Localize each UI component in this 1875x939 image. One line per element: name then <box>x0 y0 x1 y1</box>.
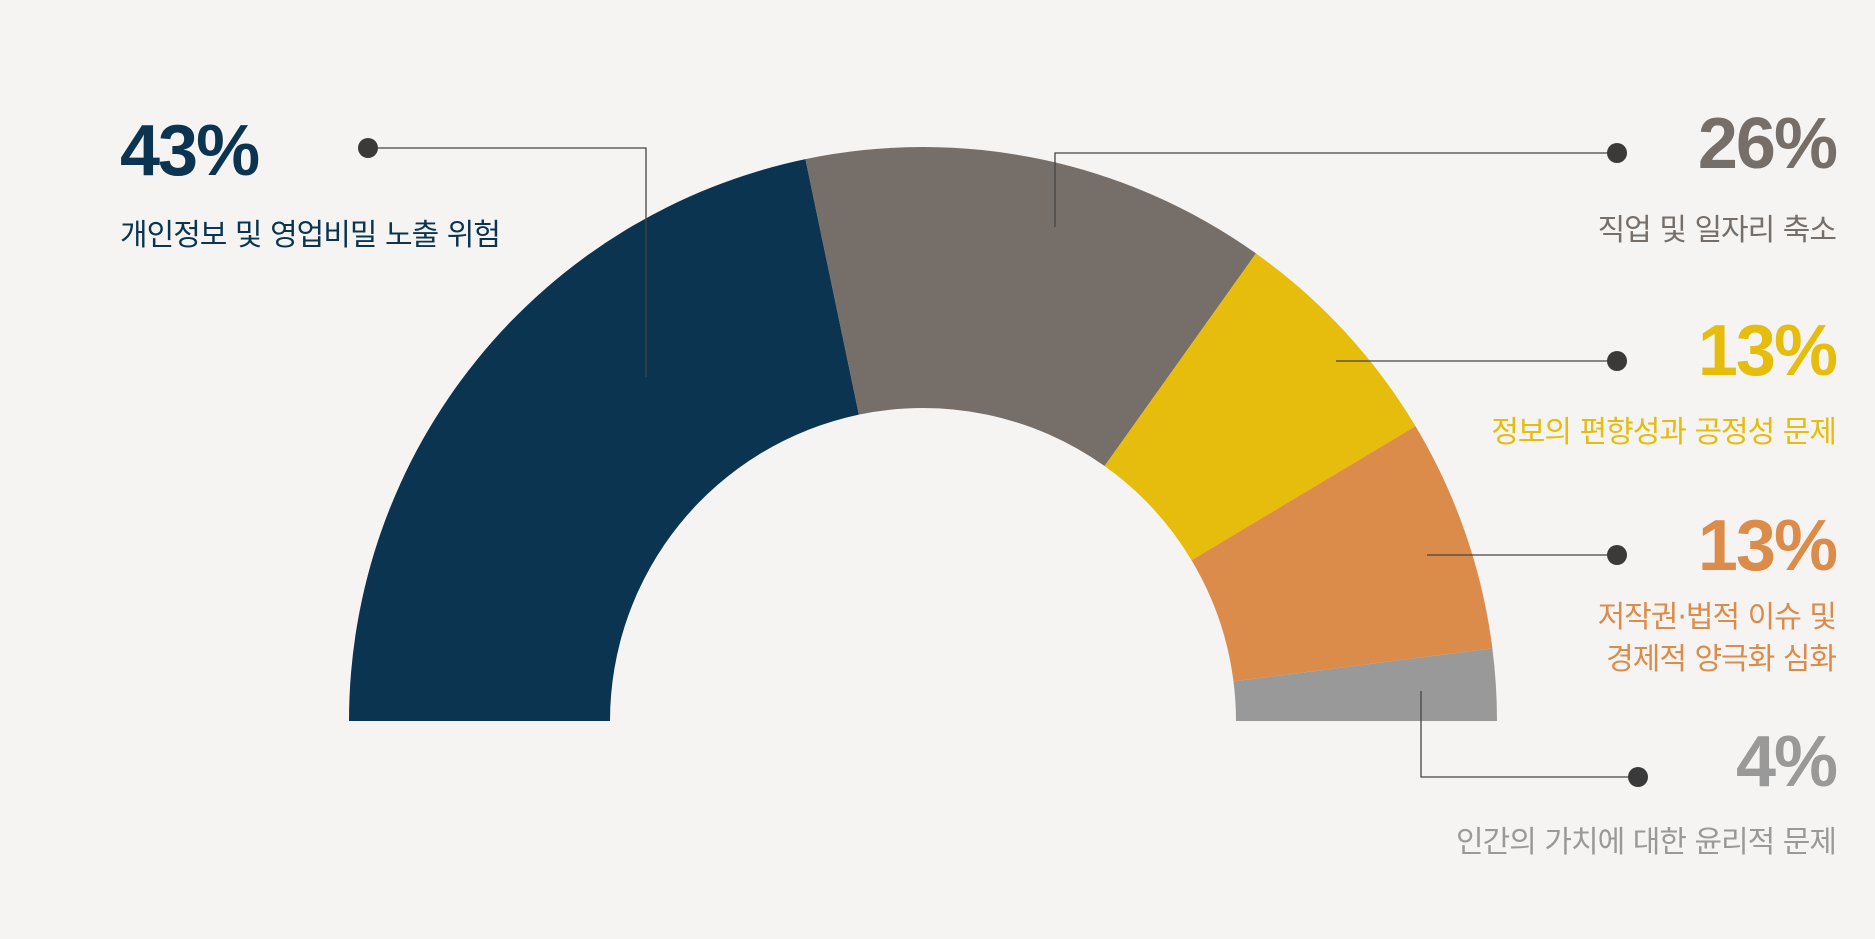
donut-segment <box>1104 253 1416 561</box>
category-label: 정보의 편향성과 공정성 문제 <box>1491 415 1837 450</box>
donut-segment <box>1233 648 1497 721</box>
value-label: 4% <box>1735 722 1838 802</box>
donut-segment <box>805 147 1256 467</box>
category-label: 개인정보 및 영업비밀 노출 위험 <box>120 218 501 253</box>
leader-dot <box>1607 143 1627 163</box>
value-label: 26% <box>1697 104 1838 184</box>
donut-segment <box>349 159 859 722</box>
value-label: 13% <box>1697 506 1838 586</box>
leader-line <box>368 147 647 377</box>
leader-dot <box>1607 545 1627 565</box>
category-label: 인간의 가치에 대한 윤리적 문제 <box>1456 825 1837 860</box>
donut-segment <box>1191 426 1493 682</box>
leader-line <box>1054 152 1617 227</box>
leader-dot <box>358 138 378 158</box>
category-label: 직업 및 일자리 축소 <box>1597 213 1837 248</box>
leader-dot <box>1607 351 1627 371</box>
category-label: 저작권·법적 이슈 및 경제적 양극화 심화 <box>1597 600 1837 677</box>
leader-line <box>1420 691 1638 778</box>
leader-dot <box>1628 767 1648 787</box>
value-label: 43% <box>120 111 260 191</box>
value-label: 13% <box>1697 311 1838 391</box>
